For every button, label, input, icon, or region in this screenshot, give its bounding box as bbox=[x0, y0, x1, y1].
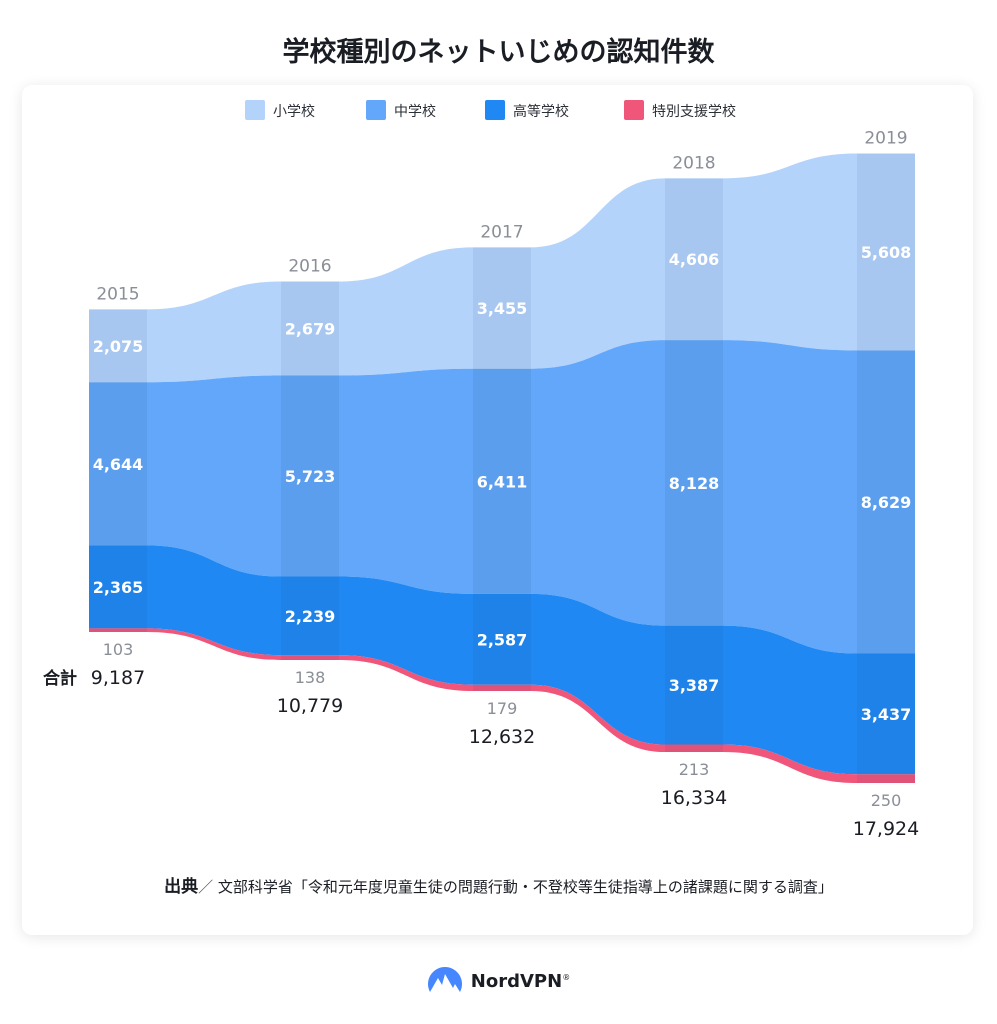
year-label-2017: 2017 bbox=[480, 222, 523, 242]
data-label-junior-high-2017: 6,411 bbox=[477, 472, 528, 491]
total-label-2017: 12,632 bbox=[469, 726, 535, 748]
total-label-2018: 16,334 bbox=[661, 787, 727, 809]
data-label-special-needs-2015: 103 bbox=[103, 640, 134, 659]
total-label-2019: 17,924 bbox=[853, 818, 919, 840]
data-label-high-school-2017: 2,587 bbox=[477, 630, 528, 649]
legend-label-special-needs: 特別支援学校 bbox=[652, 103, 736, 120]
data-label-elementary-2015: 2,075 bbox=[93, 337, 144, 356]
total-label-2016: 10,779 bbox=[277, 695, 343, 717]
data-label-high-school-2015: 2,365 bbox=[93, 578, 144, 597]
year-column-2017 bbox=[473, 247, 531, 691]
area-band-elementary bbox=[89, 153, 915, 383]
legend-swatch-elementary bbox=[245, 100, 265, 120]
data-label-high-school-2019: 3,437 bbox=[861, 705, 912, 724]
year-column-2015 bbox=[89, 309, 147, 632]
nordvpn-mountain-icon bbox=[427, 967, 462, 992]
source-text: 文部科学省「令和元年度児童生徒の問題行動・不登校等生徒指導上の諸課題に関する調査… bbox=[217, 878, 833, 896]
brand-logo[interactable]: NordVPN® bbox=[0, 966, 997, 996]
legend-swatch-special-needs bbox=[624, 100, 644, 120]
data-label-high-school-2018: 3,387 bbox=[669, 676, 720, 695]
data-label-special-needs-2017: 179 bbox=[487, 699, 518, 718]
data-label-elementary-2017: 3,455 bbox=[477, 299, 528, 318]
data-label-junior-high-2019: 8,629 bbox=[861, 493, 912, 512]
year-column-2019 bbox=[857, 153, 915, 783]
data-label-elementary-2016: 2,679 bbox=[285, 319, 336, 338]
chart-title: 学校種別のネットいじめの認知件数 bbox=[282, 37, 715, 68]
year-label-2015: 2015 bbox=[96, 284, 139, 304]
year-column-2016 bbox=[281, 281, 339, 660]
data-label-elementary-2019: 5,608 bbox=[861, 243, 912, 262]
brand-registered-mark: ® bbox=[562, 972, 571, 982]
brand-name: NordVPN® bbox=[471, 971, 570, 992]
data-label-junior-high-2015: 4,644 bbox=[93, 455, 144, 474]
legend-label-elementary: 小学校 bbox=[273, 103, 315, 120]
data-label-elementary-2018: 4,606 bbox=[669, 250, 720, 269]
area-band-junior-high bbox=[89, 340, 915, 654]
year-label-2018: 2018 bbox=[672, 153, 715, 173]
year-label-2016: 2016 bbox=[288, 256, 331, 276]
year-label-2019: 2019 bbox=[864, 129, 907, 149]
source-separator: ／ bbox=[198, 878, 214, 896]
area-band-high-school bbox=[89, 545, 915, 775]
brand-name-text: NordVPN bbox=[470, 970, 563, 992]
source-label: 出典 bbox=[164, 877, 199, 897]
legend-swatch-high-school bbox=[485, 100, 505, 120]
legend-swatch-junior-high bbox=[366, 100, 386, 120]
data-label-high-school-2016: 2,239 bbox=[285, 607, 336, 626]
total-row-label: 合計 bbox=[43, 668, 77, 689]
data-label-special-needs-2016: 138 bbox=[295, 668, 326, 687]
data-label-junior-high-2018: 8,128 bbox=[669, 474, 720, 493]
source-note: 出典／ 文部科学省「令和元年度児童生徒の問題行動・不登校等生徒指導上の諸課題に関… bbox=[0, 872, 997, 897]
data-label-special-needs-2019: 250 bbox=[871, 791, 902, 810]
total-label-2015: 9,187 bbox=[91, 667, 145, 689]
year-column-2018 bbox=[665, 178, 723, 752]
data-label-special-needs-2018: 213 bbox=[679, 760, 710, 779]
legend-label-junior-high: 中学校 bbox=[394, 103, 436, 120]
legend-label-high-school: 高等学校 bbox=[513, 103, 569, 120]
data-label-junior-high-2016: 5,723 bbox=[285, 467, 336, 486]
